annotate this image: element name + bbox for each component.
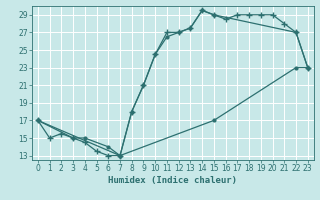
X-axis label: Humidex (Indice chaleur): Humidex (Indice chaleur) — [108, 176, 237, 185]
